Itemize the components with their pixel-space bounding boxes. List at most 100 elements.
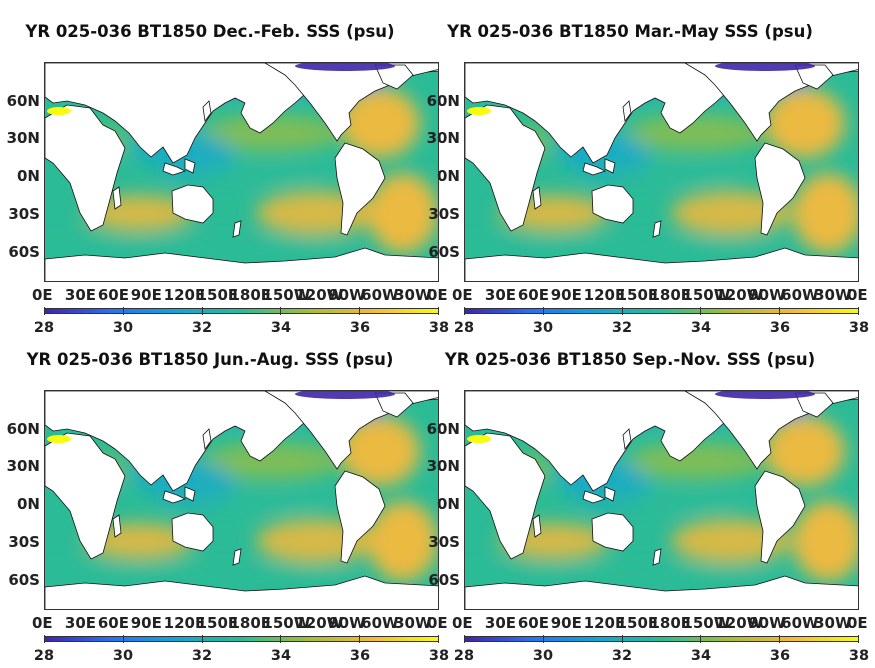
colorbar-tick-label: 38 (848, 320, 870, 336)
salinity-blob (340, 416, 420, 486)
longitude-label: 150W (682, 286, 731, 304)
longitude-label: 0E (452, 614, 473, 632)
colorbar-tick-label: 30 (532, 648, 554, 664)
longitude-label: 30E (64, 614, 97, 632)
longitude-label: 0E (452, 286, 473, 304)
panel-title: YR 025-036 BT1850 Mar.-May SSS (psu) (447, 22, 813, 41)
latitude-label: 30S (8, 205, 40, 223)
colorbar-tick-label: 28 (33, 320, 55, 336)
latitude-label: 30S (428, 205, 460, 223)
colorbar-tickmark (542, 635, 544, 643)
longitude-label: 180E (229, 286, 272, 304)
longitude-label: 150E (196, 614, 239, 632)
latitude-label: 30S (8, 533, 40, 551)
colorbar-tick-label: 34 (690, 648, 712, 664)
continent (202, 100, 212, 123)
continent (532, 514, 542, 538)
longitude-label: 120W (715, 286, 764, 304)
latitude-label: 60S (428, 243, 460, 261)
latitude-label: 30N (6, 129, 40, 147)
continent (465, 104, 546, 232)
colorbar-tick-labels: 28 30 32 34 36 38 (454, 320, 869, 338)
salinity-blob (202, 115, 342, 151)
colorbar-tickmarks (44, 307, 439, 315)
salinity-blob (793, 173, 858, 253)
latitude-label: 60N (426, 92, 460, 110)
continent (591, 512, 634, 552)
salinity-blob (84, 195, 194, 231)
salinity-blob (45, 565, 364, 585)
latitude-label: 30N (6, 457, 40, 475)
continent (604, 486, 616, 502)
continent (45, 432, 126, 560)
colorbar-tickmark (700, 635, 702, 643)
longitude-label: 120E (583, 286, 626, 304)
longitude-label: 150W (262, 286, 311, 304)
longitude-label: 60E (517, 614, 549, 632)
longitude-label: 120W (295, 614, 344, 632)
longitude-label: 60W (361, 614, 399, 632)
colorbar-tick-label: 34 (690, 320, 712, 336)
continent (622, 100, 632, 123)
longitude-label: 150W (682, 614, 731, 632)
continent (45, 104, 126, 232)
continent (582, 490, 607, 504)
salinity-blob (627, 115, 767, 151)
colorbar-tickmarks (464, 635, 859, 643)
longitude-label: 60E (97, 286, 129, 304)
continent (232, 220, 242, 238)
colorbar-tick-label: 32 (611, 648, 633, 664)
latitude-label: 0N (17, 495, 40, 513)
panel-title: YR 025-036 BT1850 Sep.-Nov. SSS (psu) (444, 350, 816, 369)
latitude-label: 30N (426, 457, 460, 475)
colorbar-tick-label: 28 (453, 320, 475, 336)
salinity-blob (368, 173, 438, 253)
continent (162, 490, 187, 504)
colorbar-tickmark (779, 307, 781, 315)
colorbar-tickmark (122, 307, 124, 315)
arctic-fresh-water (295, 63, 395, 71)
continent (465, 432, 546, 560)
salinity-blob (671, 519, 791, 563)
longitude-label: 30E (64, 286, 97, 304)
longitude-label: 0E (32, 286, 53, 304)
continent (171, 184, 214, 224)
continent (582, 162, 607, 176)
salinity-blob (582, 163, 742, 183)
colorbar-tick-label: 36 (349, 320, 371, 336)
longitude-label: 180E (649, 614, 692, 632)
mediterranean-sea (467, 435, 491, 443)
latitude-label: 60N (6, 420, 40, 438)
continent (604, 158, 616, 174)
longitude-labels: 0E 30E 60E 90E 120E 150E 180E 150W 120W 90W 60W 30W… (452, 286, 872, 306)
mediterranean-sea (47, 435, 71, 443)
continent (184, 486, 196, 502)
longitude-label: 90W (328, 614, 366, 632)
latitude-label: 0N (17, 167, 40, 185)
longitude-label: 150E (196, 286, 239, 304)
continent (622, 428, 632, 451)
colorbar-tickmark (542, 307, 544, 315)
continent (794, 64, 834, 90)
colorbar-tick-label: 36 (349, 648, 371, 664)
longitude-label: 90E (550, 286, 582, 304)
colorbar-tick-labels: 28 30 32 34 36 38 (34, 320, 449, 338)
colorbar-tick-labels: 28 30 32 34 36 38 (454, 648, 869, 666)
continent (112, 514, 122, 538)
continent (334, 142, 386, 236)
longitude-label: 0E (427, 614, 448, 632)
salinity-blob (202, 443, 342, 479)
longitude-label: 120E (163, 286, 206, 304)
colorbar-tickmark (621, 307, 623, 315)
salinity-blob (465, 237, 789, 257)
colorbar-tickmark (122, 635, 124, 643)
colorbar-tick-label: 32 (611, 320, 633, 336)
colorbar-tickmark (438, 307, 439, 315)
colorbar-tick-label: 30 (112, 648, 134, 664)
longitude-label: 30W (394, 614, 432, 632)
longitude-label: 30E (484, 614, 517, 632)
longitude-label: 90E (130, 614, 162, 632)
colorbar-tickmark (280, 635, 282, 643)
colorbar-tick-label: 38 (428, 320, 450, 336)
colorbar-tick-labels: 28 30 32 34 36 38 (34, 648, 449, 666)
